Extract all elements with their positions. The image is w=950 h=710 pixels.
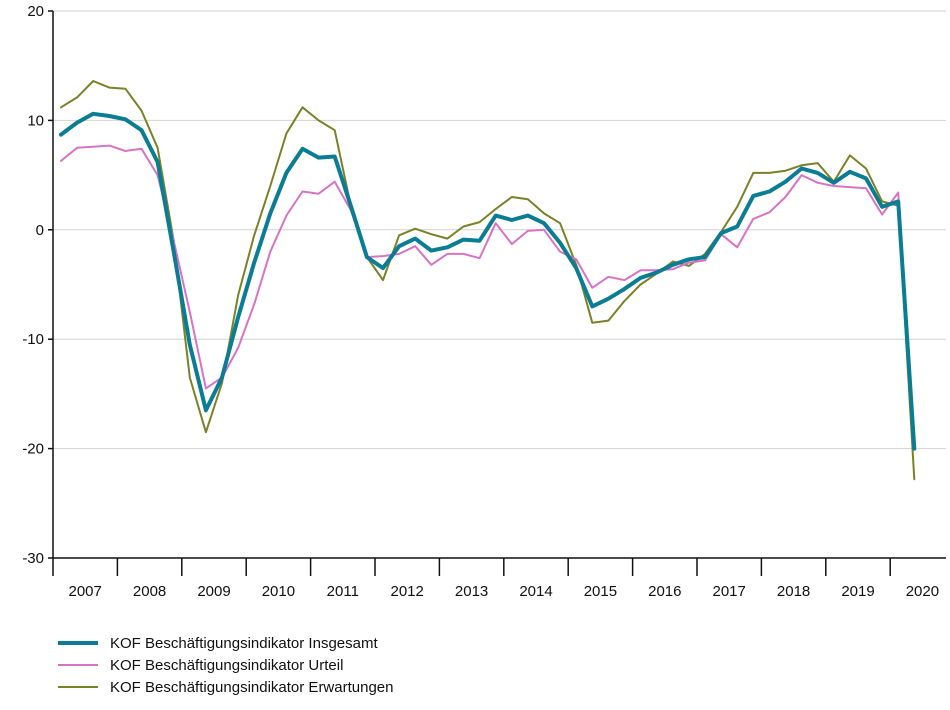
legend-item-urteil: KOF Beschäftigungsindikator Urteil [58, 654, 393, 676]
y-tick-label: 10 [27, 112, 44, 129]
legend: KOF Beschäftigungsindikator Insgesamt KO… [58, 632, 393, 698]
series-line-erwartungen [60, 80, 916, 481]
x-tick-label: 2013 [455, 583, 488, 600]
legend-label-urteil: KOF Beschäftigungsindikator Urteil [110, 656, 344, 674]
legend-swatch-insgesamt [58, 641, 98, 645]
y-tick-label: -10 [22, 331, 44, 348]
x-tick-label: 2015 [584, 583, 617, 600]
series-line-urteil [60, 144, 916, 448]
legend-swatch-erwartungen [58, 686, 98, 688]
legend-item-insgesamt: KOF Beschäftigungsindikator Insgesamt [58, 632, 393, 654]
x-tick-label: 2016 [648, 583, 681, 600]
gridlines [53, 10, 946, 559]
legend-item-erwartungen: KOF Beschäftigungsindikator Erwartungen [58, 676, 393, 698]
y-tick-label: 20 [27, 3, 44, 20]
x-tick-label: 2019 [841, 583, 874, 600]
series-line-insgesamt [59, 111, 917, 451]
x-tick-label: 2007 [69, 583, 102, 600]
legend-swatch-urteil [58, 664, 98, 666]
x-tick-label: 2010 [262, 583, 295, 600]
x-tick-label: 2014 [519, 583, 552, 600]
x-tick-label: 2017 [713, 583, 746, 600]
legend-label-erwartungen: KOF Beschäftigungsindikator Erwartungen [110, 678, 394, 696]
y-axis-ticks: 20 10 0 -10 -20 -30 [22, 3, 53, 567]
y-tick-label: -30 [22, 550, 44, 567]
axes [52, 11, 946, 559]
series-lines [59, 80, 917, 481]
x-tick-label: 2008 [133, 583, 166, 600]
x-tick-label: 2009 [197, 583, 230, 600]
x-tick-label: 2011 [327, 583, 359, 600]
legend-label-insgesamt: KOF Beschäftigungsindikator Insgesamt [110, 634, 378, 652]
x-tick-label: 2020 [906, 583, 939, 600]
y-tick-label: 0 [36, 222, 44, 239]
x-axis-ticks: 2007 2008 2009 2010 2011 2012 2013 2014 2015 2016… [52, 558, 939, 600]
x-tick-label: 2018 [777, 583, 810, 600]
y-tick-label: -20 [22, 441, 44, 458]
x-tick-label: 2012 [391, 583, 424, 600]
